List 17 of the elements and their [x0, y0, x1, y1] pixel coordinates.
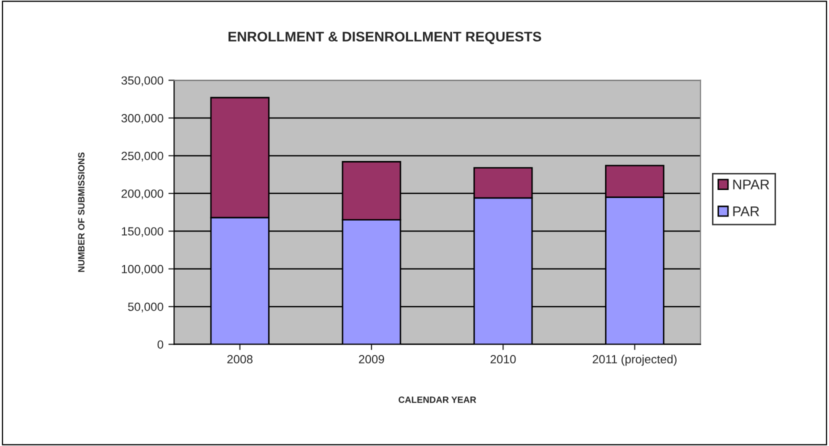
- y-tick-label: 200,000: [122, 189, 164, 200]
- y-tick-label: 300,000: [121, 114, 164, 124]
- y-tick-label: 250,000: [122, 152, 164, 162]
- x-tick-label: 2008: [227, 355, 253, 364]
- x-tick-label: 2011 (projected): [592, 354, 677, 366]
- y-axis-title: NUMBER OF SUBMISSIONS: [78, 152, 84, 272]
- x-tick-label: 2009: [358, 355, 384, 364]
- legend-label: NPAR: [733, 180, 770, 190]
- x-axis-title: CALENDAR YEAR: [398, 396, 476, 403]
- y-tick-label: 350,000: [121, 76, 164, 86]
- y-tick-label: 0: [158, 340, 164, 349]
- y-tick-label: 50,000: [128, 302, 164, 312]
- y-tick-label: 150,000: [122, 227, 164, 237]
- legend-label: PAR: [733, 206, 760, 216]
- chart-title: ENROLLMENT & DISENROLLMENT REQUESTS: [228, 32, 542, 44]
- x-tick-label: 2010: [490, 355, 516, 364]
- y-tick-label: 100,000: [122, 264, 164, 275]
